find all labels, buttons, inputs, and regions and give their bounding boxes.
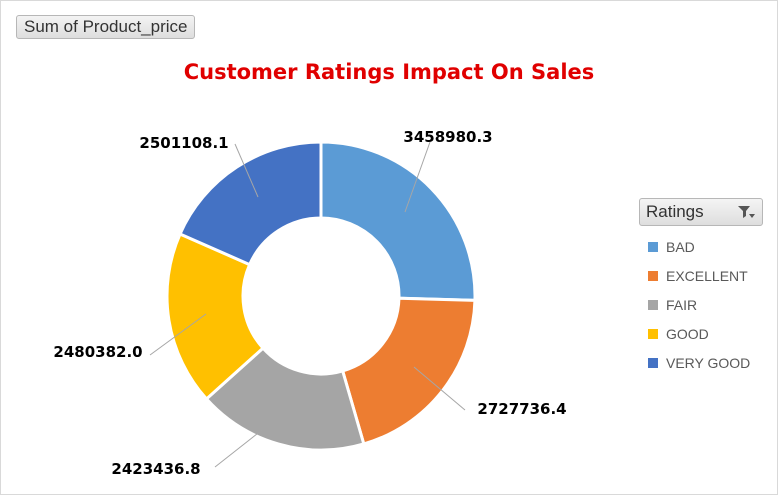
data-label: 2501108.1 xyxy=(139,134,228,152)
data-label: 2480382.0 xyxy=(53,343,142,361)
leader-line xyxy=(149,313,207,356)
legend-swatch xyxy=(648,328,658,339)
leader-line xyxy=(404,141,431,213)
legend-label: FAIR xyxy=(666,296,698,313)
leader-line xyxy=(413,366,466,411)
data-label: 3458980.3 xyxy=(403,128,492,146)
legend-swatch xyxy=(648,241,658,252)
legend-label: GOOD xyxy=(666,325,709,342)
leader-line xyxy=(234,143,259,198)
data-label: 2423436.8 xyxy=(111,460,200,478)
leader-line xyxy=(214,429,263,468)
slice-bad[interactable] xyxy=(319,140,477,302)
legend: BAD EXCELLENT FAIR GOOD VERY GOOD xyxy=(648,232,750,377)
legend-item[interactable]: GOOD xyxy=(648,319,750,348)
legend-title: Ratings xyxy=(646,202,704,221)
value-field-button[interactable]: Sum of Product_price xyxy=(16,15,196,39)
legend-item[interactable]: VERY GOOD xyxy=(648,348,750,377)
slice-very-good[interactable] xyxy=(178,140,323,267)
slice-good[interactable] xyxy=(165,231,266,402)
legend-label: BAD xyxy=(666,238,695,255)
slice-fair[interactable] xyxy=(204,346,366,452)
legend-item[interactable]: EXCELLENT xyxy=(648,261,750,290)
legend-swatch xyxy=(648,299,658,310)
legend-swatch xyxy=(648,357,658,368)
filter-dropdown-icon[interactable] xyxy=(736,203,756,221)
legend-swatch xyxy=(648,270,658,281)
slice-excellent[interactable] xyxy=(340,296,477,446)
data-label: 2727736.4 xyxy=(477,400,566,418)
legend-item[interactable]: FAIR xyxy=(648,290,750,319)
legend-item[interactable]: BAD xyxy=(648,232,750,261)
legend-label: VERY GOOD xyxy=(666,354,751,371)
legend-label: EXCELLENT xyxy=(666,267,748,284)
legend-header[interactable]: Ratings xyxy=(639,198,763,226)
chart-title: Customer Ratings Impact On Sales xyxy=(183,60,595,84)
